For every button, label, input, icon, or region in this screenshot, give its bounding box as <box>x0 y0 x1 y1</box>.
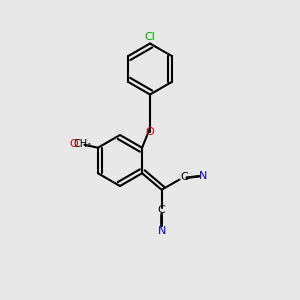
Text: N: N <box>158 226 166 236</box>
Text: Cl: Cl <box>145 32 155 42</box>
Text: N: N <box>199 171 208 181</box>
Text: O: O <box>146 127 154 137</box>
Text: O: O <box>70 139 78 149</box>
Text: C: C <box>158 205 166 215</box>
Text: CH₃: CH₃ <box>74 139 92 149</box>
Text: C: C <box>180 172 188 182</box>
